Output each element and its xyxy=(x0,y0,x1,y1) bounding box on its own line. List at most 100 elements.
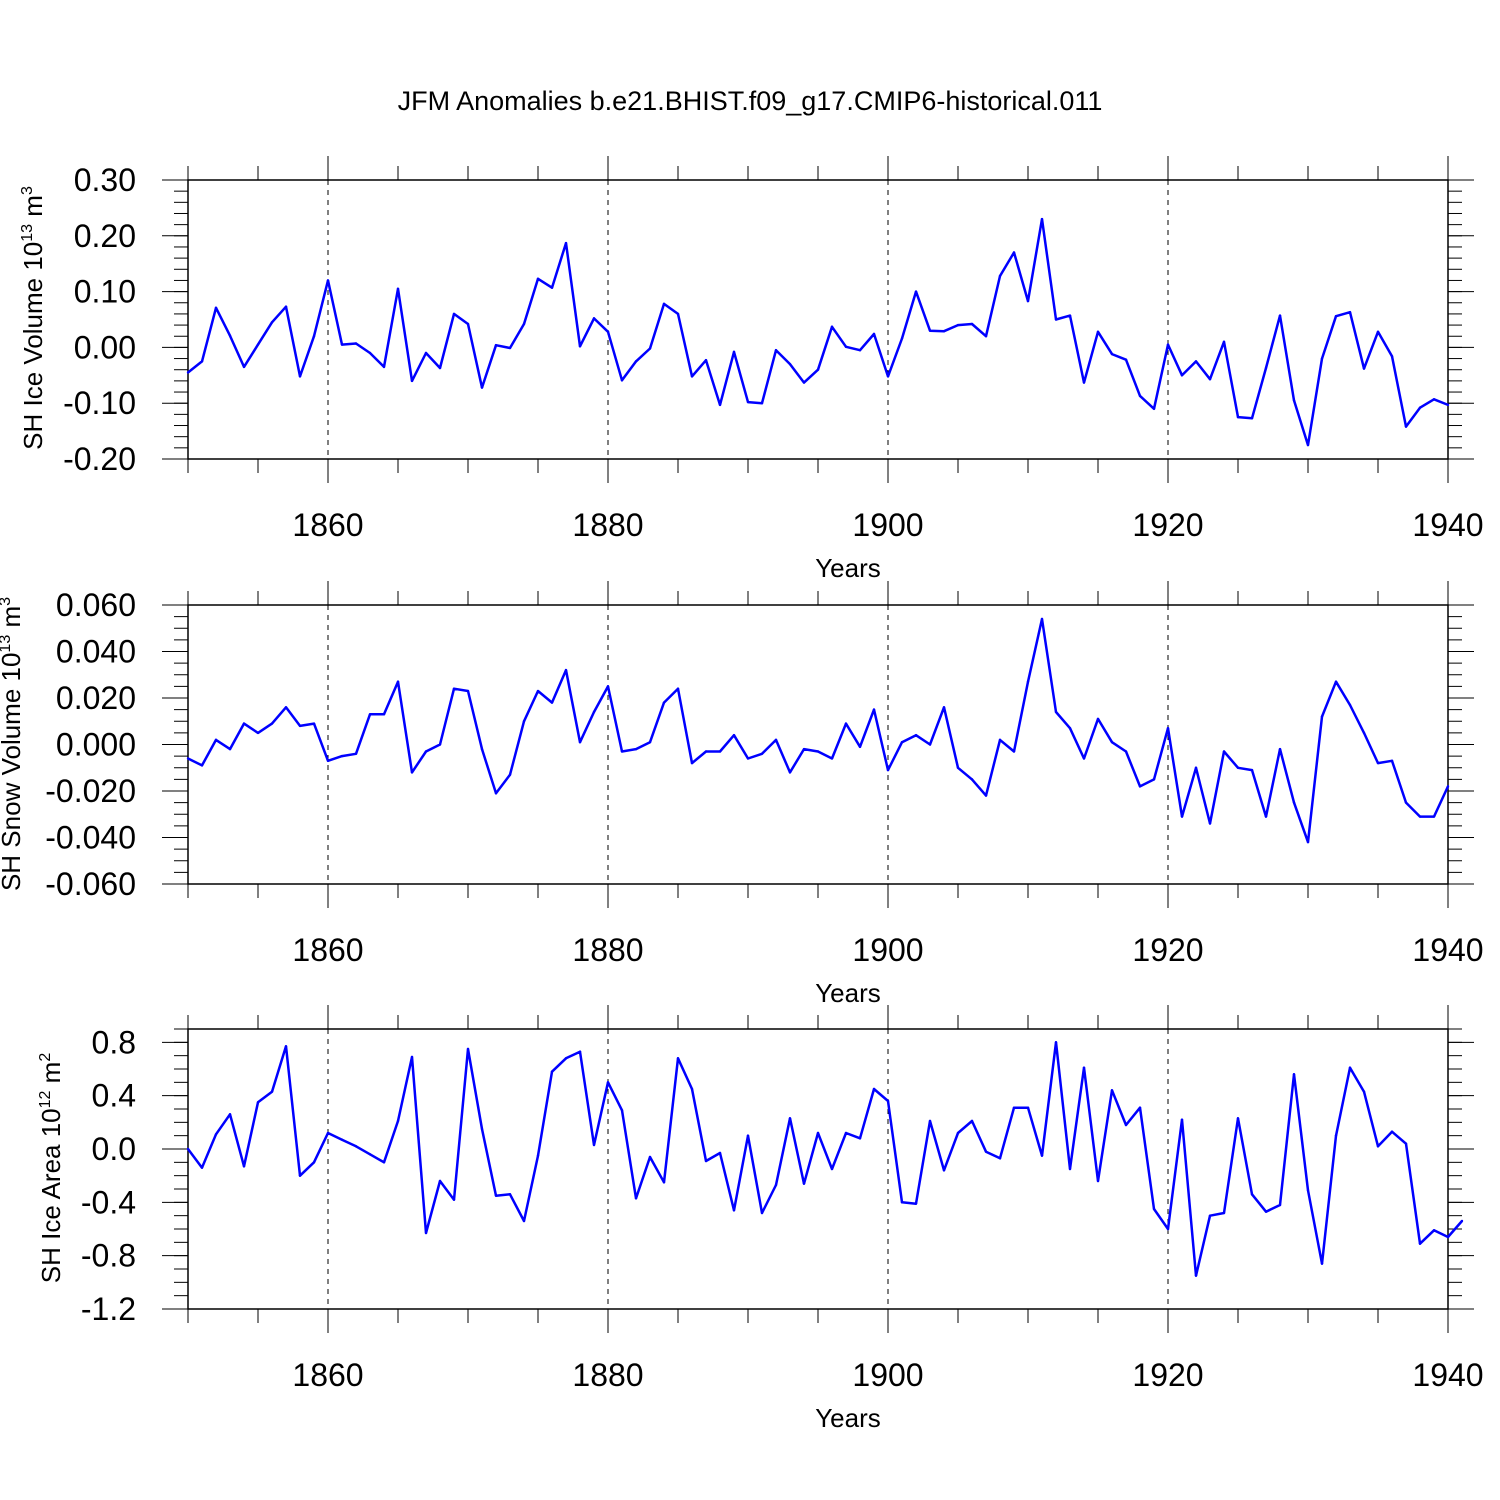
data-point xyxy=(1390,1130,1394,1133)
data-point xyxy=(1138,1106,1142,1109)
data-point xyxy=(1320,357,1324,360)
data-point xyxy=(774,738,778,742)
data-point xyxy=(704,1159,708,1163)
series-line xyxy=(187,217,1449,447)
data-point xyxy=(1194,1274,1198,1277)
data-point xyxy=(480,1127,484,1131)
data-point xyxy=(816,368,820,371)
y-tick-label: -0.040 xyxy=(45,820,136,856)
data-point xyxy=(1012,1106,1016,1109)
data-point xyxy=(1096,717,1100,721)
data-point xyxy=(466,689,470,693)
data-point xyxy=(732,1209,736,1212)
data-point xyxy=(550,701,554,704)
data-point xyxy=(1348,703,1352,707)
data-point xyxy=(326,279,330,282)
data-point xyxy=(620,379,624,382)
data-point xyxy=(788,1117,792,1120)
data-point xyxy=(914,290,918,293)
data-point xyxy=(760,402,764,405)
data-point xyxy=(1334,314,1338,318)
data-point xyxy=(1264,815,1268,818)
data-point xyxy=(942,330,946,333)
data-point xyxy=(256,343,260,346)
plot-frame xyxy=(187,604,1449,885)
data-point xyxy=(1054,710,1058,714)
data-point xyxy=(480,747,484,751)
x-tick-label: 1860 xyxy=(292,1357,363,1393)
data-point xyxy=(1110,740,1114,744)
data-point xyxy=(340,1138,344,1141)
data-point xyxy=(1460,1219,1464,1223)
data-point xyxy=(788,771,792,774)
y-tick-label: 0.30 xyxy=(74,162,136,198)
data-point xyxy=(970,1119,974,1123)
data-point xyxy=(1124,750,1128,753)
data-point xyxy=(424,1231,428,1235)
data-point xyxy=(1306,840,1310,844)
data-point xyxy=(942,1169,946,1172)
data-point xyxy=(1124,1123,1128,1127)
y-tick-label: 0.040 xyxy=(56,634,136,670)
data-point xyxy=(872,708,876,711)
data-point xyxy=(1348,311,1352,314)
data-point xyxy=(956,323,960,327)
data-point xyxy=(1180,815,1184,818)
data-point xyxy=(802,1182,806,1185)
data-point xyxy=(704,750,708,753)
y-tick-label: -0.020 xyxy=(45,773,136,809)
data-point xyxy=(606,330,610,333)
data-point xyxy=(1082,381,1086,384)
data-point xyxy=(1068,314,1072,317)
x-tick-label: 1920 xyxy=(1132,932,1203,968)
data-point xyxy=(1152,407,1156,410)
series-line xyxy=(187,617,1450,844)
data-point xyxy=(1376,1145,1380,1148)
y-tick-label: 0.4 xyxy=(92,1078,136,1114)
data-point xyxy=(1054,318,1058,321)
data-point xyxy=(1334,1134,1338,1137)
data-point xyxy=(872,1087,876,1091)
data-point xyxy=(816,1131,820,1135)
y-tick-label: -0.060 xyxy=(45,866,136,902)
data-point xyxy=(466,322,470,326)
data-point xyxy=(270,1090,274,1093)
data-point xyxy=(200,1166,204,1169)
data-point xyxy=(410,379,414,383)
data-point xyxy=(1250,417,1254,420)
data-point xyxy=(998,738,1002,742)
x-tick-label: 1860 xyxy=(292,932,363,968)
data-point xyxy=(214,738,218,742)
data-point xyxy=(1110,352,1114,356)
data-point xyxy=(998,1157,1002,1160)
x-axis-title: Years xyxy=(815,553,881,583)
data-point xyxy=(634,1197,638,1200)
x-tick-label: 1920 xyxy=(1132,507,1203,543)
data-point xyxy=(1180,374,1184,377)
data-point xyxy=(844,722,848,725)
data-point xyxy=(886,375,890,378)
data-point xyxy=(340,343,344,346)
data-point xyxy=(1278,314,1282,317)
data-point xyxy=(438,1179,442,1183)
data-point xyxy=(1292,399,1296,402)
data-point xyxy=(578,740,582,744)
data-point xyxy=(746,1134,750,1137)
data-point xyxy=(746,400,750,404)
data-point xyxy=(830,757,834,760)
data-point xyxy=(830,1167,834,1171)
data-point xyxy=(480,386,484,389)
data-point xyxy=(1250,768,1254,772)
data-point xyxy=(396,1119,400,1123)
data-point xyxy=(508,346,512,350)
data-point xyxy=(1362,367,1366,370)
data-point xyxy=(312,722,316,725)
data-point xyxy=(564,241,568,245)
data-point xyxy=(802,381,806,384)
x-tick-label: 1940 xyxy=(1412,1357,1483,1393)
data-point xyxy=(592,317,596,320)
data-point xyxy=(396,287,400,291)
data-point xyxy=(508,1193,512,1196)
data-point xyxy=(1404,425,1408,428)
x-tick-label: 1920 xyxy=(1132,1357,1203,1393)
